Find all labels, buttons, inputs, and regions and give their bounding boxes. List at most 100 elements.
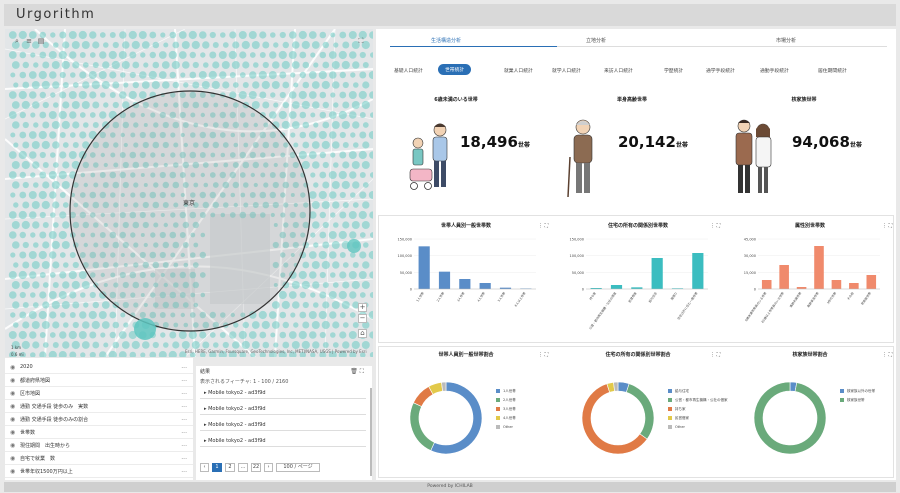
donut-slice[interactable] [441,381,447,392]
kpi-value: 20,142世帯 [618,133,688,151]
layer-item[interactable]: ◉ 現住期間 出生時から... [5,440,193,452]
layer-item[interactable]: ◉ 世帯数... [5,427,193,439]
map-heat-dot [290,312,296,318]
feature-row[interactable]: ▸ Mobile tokyo2 - ad3f9d [200,404,366,415]
donut-slice[interactable] [753,381,827,455]
layer-item[interactable]: ◉ 通勤 交通手段 徒歩のみ 実数... [5,401,193,413]
more-options-icon[interactable]: ... [181,389,187,396]
tab-sub[interactable]: 来訪人口統計 [604,69,633,74]
donut-slice[interactable] [409,402,435,451]
tab-sub[interactable]: 基礎人口統計 [394,69,423,74]
list-icon[interactable]: ≡ [26,37,32,45]
tab-sub[interactable]: 通学手段統計 [706,69,735,74]
search-icon[interactable]: ⌕ [15,37,19,45]
home-button[interactable]: ⌂ [358,329,367,338]
bar[interactable] [849,283,859,289]
bar[interactable] [590,288,602,289]
fullscreen-icon[interactable]: ⛶ [358,37,364,45]
eye-icon[interactable]: ◉ [10,364,16,371]
tab-sub[interactable]: 通勤手段統計 [760,69,789,74]
donut-slice[interactable] [613,381,619,392]
pager-button[interactable]: 1 [212,463,222,472]
feature-row[interactable]: ▸ Mobile tokyo2 - ad3f9d [200,388,366,399]
chart-menu-icon[interactable]: ⋮ ⛶ [882,352,893,358]
bar[interactable] [831,280,842,289]
tab-top[interactable]: 市場分析 [775,38,796,44]
pager-button[interactable]: 22 [251,463,261,472]
chart-menu-icon[interactable]: ⋮ ⛶ [882,223,893,229]
chart-menu-icon[interactable]: ⋮ ⛶ [710,223,721,229]
bar[interactable] [671,288,684,289]
map-heat-dot [162,301,169,309]
layer-item[interactable]: ◉ 通勤 交通手段 徒歩のみの割合... [5,414,193,426]
layer-scrollbar[interactable] [370,388,372,476]
layer-item[interactable]: ◉ 自宅で就業 数... [5,453,193,465]
eye-icon[interactable]: ◉ [10,442,16,449]
tab-sub[interactable]: 世帯統計 [438,64,472,75]
layer-item[interactable]: ◉ 世帯年収1500万円以上... [5,466,193,478]
bar[interactable] [866,275,877,289]
chart-menu-icon[interactable]: ⋮ ⛶ [710,352,721,358]
eye-icon[interactable]: ◉ [10,455,16,462]
pager-button[interactable]: … [238,463,248,472]
tab-sub[interactable]: 学歴統計 [664,69,684,74]
tab-top[interactable]: 立地分析 [585,38,606,44]
map-heat-dot [12,241,20,249]
tab-sub[interactable]: 居住期間統計 [818,69,847,74]
bar[interactable] [610,285,623,289]
map-canvas[interactable]: 東京 [5,29,373,357]
map-view[interactable]: 東京 ⌕ ≡ ▤ ⛶ + − ⌂ Esri, HERE, Garmin, Fou… [5,29,373,357]
donut-slice[interactable] [625,383,655,440]
chart-menu-icon[interactable]: ⋮ ⛶ [538,352,549,358]
more-options-icon[interactable]: ... [181,415,187,422]
bar[interactable] [692,253,704,289]
more-options-icon[interactable]: ... [181,454,187,461]
bar[interactable] [761,280,772,289]
feature-row[interactable]: ▸ Mobile tokyo2 - ad3f9d [200,420,366,431]
more-options-icon[interactable]: ... [181,441,187,448]
bar[interactable] [459,279,471,289]
more-options-icon[interactable]: ... [181,402,187,409]
more-options-icon[interactable]: ... [181,376,187,383]
eye-icon[interactable]: ◉ [10,403,16,410]
map-heat-dot [51,121,60,129]
bar[interactable] [779,265,789,289]
bar[interactable] [479,283,491,289]
tab-top[interactable]: 生活構造分析 [430,38,461,44]
map-heat-dot [332,261,340,269]
tab-sub[interactable]: 就学人口統計 [552,69,581,74]
bar[interactable] [814,246,824,289]
pager-button[interactable]: ‹ [200,463,209,472]
chart-menu-icon[interactable]: ⋮ ⛶ [538,223,549,229]
pager-button[interactable]: 100 / ページ [276,463,320,472]
bar[interactable] [631,287,643,289]
map-heat-dot [18,150,27,160]
bar[interactable] [651,258,663,289]
bar[interactable] [418,246,430,289]
bar[interactable] [796,287,807,289]
layer-item[interactable]: ◉ 区市地図... [5,388,193,400]
more-options-icon[interactable]: ... [181,363,187,370]
feature-row-label: ▸ Mobile tokyo2 - ad3f9d [204,422,266,428]
legend-label: 核家族以外の世帯 [847,388,875,393]
eye-icon[interactable]: ◉ [10,429,16,436]
donut-slice[interactable] [430,381,483,455]
delete-icon[interactable]: 🗑 ⛶ [350,368,364,375]
eye-icon[interactable]: ◉ [10,377,16,384]
layer-item[interactable]: ◉ 都道府県地図... [5,375,193,387]
pager-button[interactable]: 2 [225,463,235,472]
layers-icon[interactable]: ▤ [37,37,45,45]
pager-button[interactable]: › [264,463,273,472]
more-options-icon[interactable]: ... [181,467,187,474]
more-options-icon[interactable]: ... [181,428,187,435]
eye-icon[interactable]: ◉ [10,416,16,423]
bar[interactable] [499,287,512,289]
zoom-out-button[interactable]: − [358,314,367,323]
layer-item[interactable]: ◉ 2020... [5,362,193,374]
tab-sub[interactable]: 就業人口統計 [504,69,533,74]
eye-icon[interactable]: ◉ [10,390,16,397]
eye-icon[interactable]: ◉ [10,468,16,475]
zoom-in-button[interactable]: + [358,303,367,312]
feature-row[interactable]: ▸ Mobile tokyo2 - ad3f9d [200,436,366,447]
bar[interactable] [438,271,451,289]
